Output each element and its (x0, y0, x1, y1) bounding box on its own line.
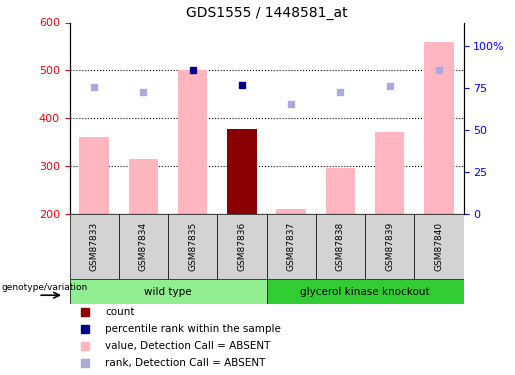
Text: count: count (105, 307, 134, 317)
Text: genotype/variation: genotype/variation (2, 284, 88, 292)
Text: value, Detection Call = ABSENT: value, Detection Call = ABSENT (105, 341, 270, 351)
Bar (316, 214, 365, 279)
Bar (217, 214, 267, 279)
Text: GSM87834: GSM87834 (139, 222, 148, 271)
Bar (267, 214, 316, 279)
Text: GSM87838: GSM87838 (336, 222, 345, 271)
Title: GDS1555 / 1448581_at: GDS1555 / 1448581_at (186, 6, 347, 20)
Text: GSM87833: GSM87833 (90, 222, 99, 271)
Text: GSM87839: GSM87839 (385, 222, 394, 271)
Bar (70, 214, 119, 279)
Text: glycerol kinase knockout: glycerol kinase knockout (300, 286, 430, 297)
Bar (79, 137, 109, 214)
Bar (70, 279, 267, 304)
Bar (129, 159, 158, 214)
Bar (365, 214, 414, 279)
Bar (277, 209, 306, 214)
Text: rank, Detection Call = ABSENT: rank, Detection Call = ABSENT (105, 358, 265, 368)
Text: GSM87835: GSM87835 (188, 222, 197, 271)
Text: GSM87836: GSM87836 (237, 222, 246, 271)
Bar (168, 214, 217, 279)
Bar (424, 42, 454, 214)
Text: GSM87837: GSM87837 (287, 222, 296, 271)
Bar (414, 214, 464, 279)
Text: wild type: wild type (144, 286, 192, 297)
Bar (325, 168, 355, 214)
Bar (375, 132, 404, 214)
Bar (227, 129, 256, 214)
Text: GSM87840: GSM87840 (434, 222, 443, 271)
Bar (178, 70, 208, 214)
Bar (119, 214, 168, 279)
Text: percentile rank within the sample: percentile rank within the sample (105, 324, 281, 334)
Bar (267, 279, 464, 304)
